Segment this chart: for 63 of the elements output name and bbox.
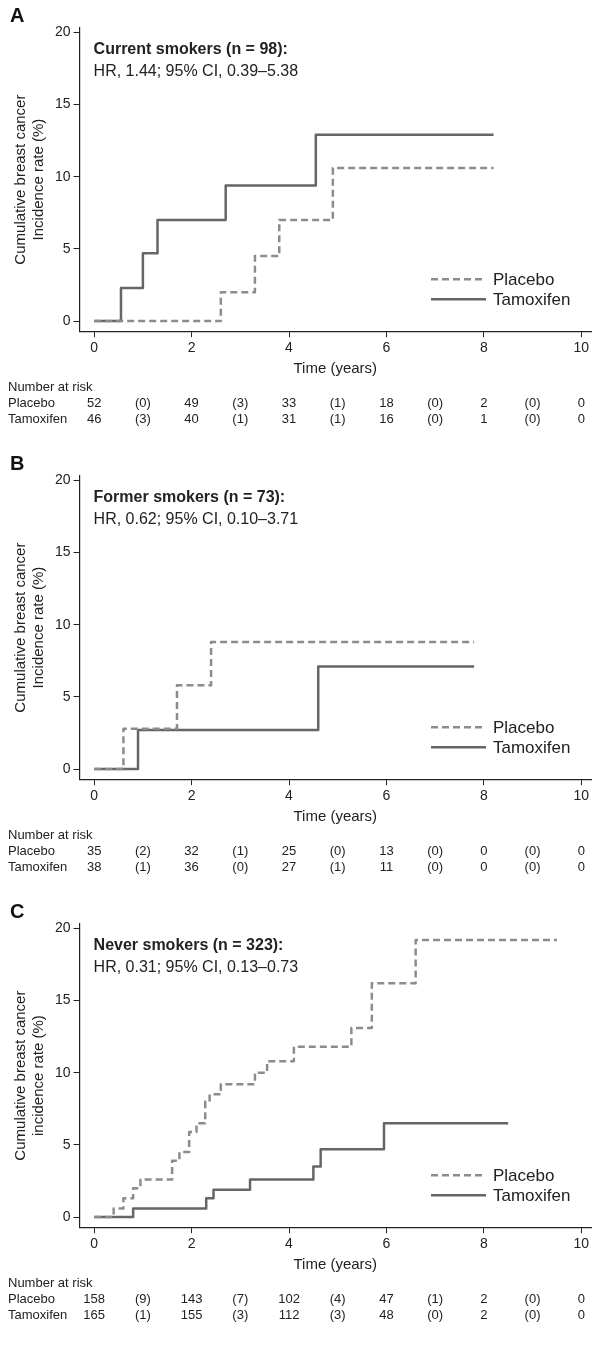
- y-tick-label: 0: [62, 311, 71, 328]
- x-tick-label: 6: [382, 339, 391, 356]
- y-tick-label: 5: [62, 1135, 71, 1152]
- text: Former smokers (n = 73):: [93, 488, 286, 505]
- legend-label: Tamoxifen: [493, 738, 571, 758]
- legend-label: Tamoxifen: [493, 1186, 571, 1206]
- x-tick-label: 8: [479, 787, 488, 804]
- y-tick-label: 5: [62, 239, 71, 256]
- x-axis-title: Time (years): [293, 359, 378, 377]
- text: Current smokers (n = 98):: [93, 40, 288, 57]
- text: HR, 0.31; 95% CI, 0.13–0.73: [93, 958, 299, 975]
- legend-label: Placebo: [493, 1166, 555, 1186]
- text: Placebo 35 (2) 32 (1) 25 (0) 13 (0) 0 (0) 0: [8, 843, 585, 859]
- text: HR, 1.44; 95% CI, 0.39–5.38: [93, 62, 299, 79]
- text: Tamoxifen 165 (1) 155 (3) 112 (3) 48 (0) 2 (0) 0: [8, 1307, 585, 1323]
- y-axis-title: Cumulative breast cancer Incidence rate (%): [11, 542, 47, 713]
- text: A: [10, 4, 25, 26]
- x-tick-label: 2: [187, 787, 196, 804]
- y-tick-label: 10: [54, 615, 71, 632]
- y-tick-label: 15: [54, 95, 71, 112]
- text: Tamoxifen 46 (3) 40 (1) 31 (1) 16 (0) 1 (0) 0: [8, 411, 585, 427]
- y-tick-label: 0: [62, 1207, 71, 1224]
- x-tick-label: 8: [479, 1235, 488, 1252]
- text: B: [10, 452, 25, 474]
- y-tick-label: 20: [54, 919, 71, 936]
- x-tick-label: 0: [90, 787, 99, 804]
- y-tick-label: 20: [54, 23, 71, 40]
- x-tick-label: 6: [382, 1235, 391, 1252]
- y-axis-title: Cumulative breast cancer Incidence rate (%): [11, 94, 47, 265]
- x-tick-label: 10: [573, 787, 590, 804]
- x-tick-label: 4: [285, 787, 294, 804]
- x-tick-label: 8: [479, 339, 488, 356]
- x-tick-label: 6: [382, 787, 391, 804]
- text: Number at risk: [8, 379, 94, 395]
- text: Tamoxifen 38 (1) 36 (0) 27 (1) 11 (0) 0 (0) 0: [8, 859, 585, 875]
- x-tick-label: 2: [187, 339, 196, 356]
- text: C: [10, 900, 25, 922]
- text: Placebo 158 (9) 143 (7) 102 (4) 47 (1) 2 (0) 0: [8, 1291, 585, 1307]
- y-tick-label: 5: [62, 687, 71, 704]
- legend-label: Tamoxifen: [493, 290, 571, 310]
- legend-label: Placebo: [493, 270, 555, 290]
- y-tick-label: 0: [62, 759, 71, 776]
- legend-label: Placebo: [493, 718, 555, 738]
- x-tick-label: 10: [573, 1235, 590, 1252]
- y-tick-label: 10: [54, 1063, 71, 1080]
- text: Number at risk: [8, 827, 94, 843]
- text: Never smokers (n = 323):: [93, 936, 284, 953]
- y-tick-label: 15: [54, 543, 71, 560]
- text: HR, 0.62; 95% CI, 0.10–3.71: [93, 510, 299, 527]
- x-tick-label: 0: [90, 339, 99, 356]
- text: Placebo 52 (0) 49 (3) 33 (1) 18 (0) 2 (0) 0: [8, 395, 585, 411]
- x-tick-label: 4: [285, 1235, 294, 1252]
- x-axis-title: Time (years): [293, 807, 378, 825]
- text: Number at risk: [8, 1275, 94, 1291]
- x-tick-label: 4: [285, 339, 294, 356]
- x-tick-label: 0: [90, 1235, 99, 1252]
- y-tick-label: 20: [54, 471, 71, 488]
- x-axis-title: Time (years): [293, 1255, 378, 1273]
- y-axis-title: Cumulative breast cancer incidence rate (%): [11, 990, 47, 1161]
- y-tick-label: 10: [54, 167, 71, 184]
- x-tick-label: 2: [187, 1235, 196, 1252]
- y-tick-label: 15: [54, 991, 71, 1008]
- x-tick-label: 10: [573, 339, 590, 356]
